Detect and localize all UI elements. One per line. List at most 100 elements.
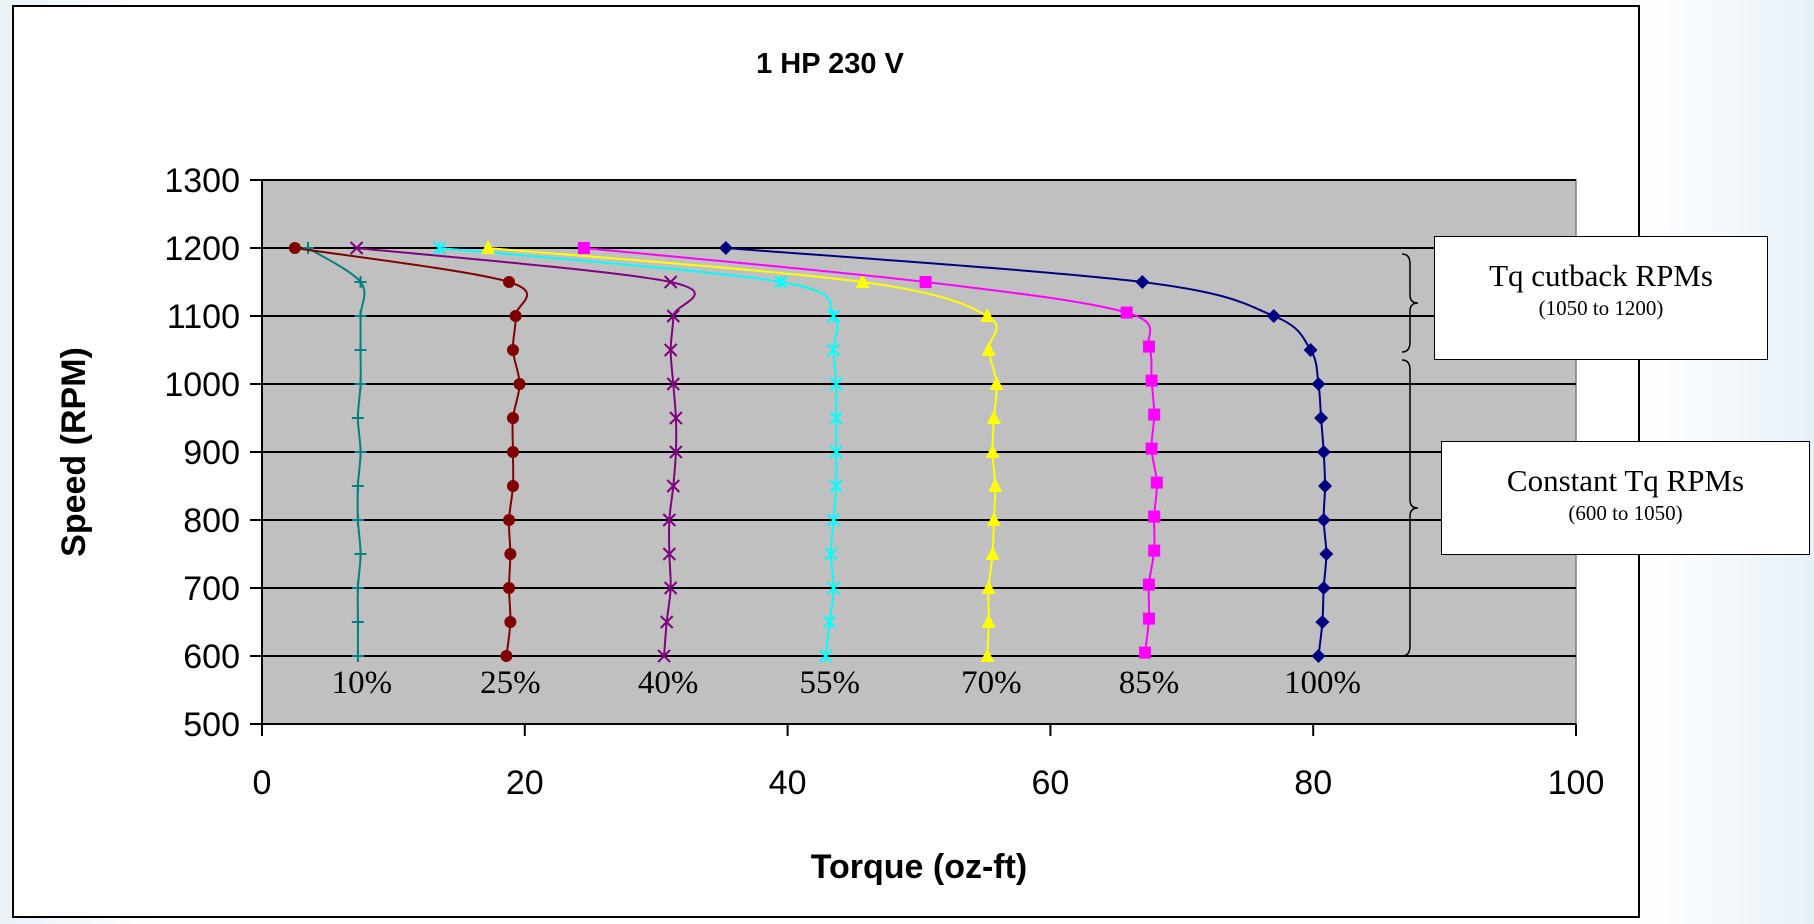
data-point [660,615,674,629]
data-point [669,445,683,459]
y-tick-label: 1300 [164,162,240,200]
braces [1401,253,1419,657]
data-point [829,377,843,391]
data-point [1314,411,1329,425]
data-point [1139,646,1152,659]
callout-cutback-title: Tq cutback RPMs [1489,258,1713,293]
data-point [1120,306,1133,319]
data-point [1142,578,1155,591]
gridlines [262,179,1576,657]
data-point [663,275,678,289]
data-point [826,309,841,323]
data-point [824,547,838,561]
series-line [356,247,696,657]
axes: 500 600 700 800 900 1000 1100 1200 1300 0 20 40 60 80… [164,162,1604,802]
y-axis-label: Speed (RPM) [55,347,93,557]
series-labels: 10% 25% 40% 55% 70% 85% 100% [332,665,1361,701]
data-point [288,242,301,254]
data-point [481,240,496,254]
data-point [1315,615,1330,629]
data-point [1311,649,1326,663]
data-point [354,310,367,322]
x-tick-label: 100 [1548,764,1605,802]
data-point [354,378,367,390]
series-label: 85% [1119,665,1180,701]
data-point [354,548,367,560]
x-tick-label: 20 [506,764,544,802]
y-tick-label: 1100 [167,298,240,336]
data-point [503,276,516,288]
series-label: 25% [480,665,541,701]
data-point [509,310,522,322]
callout-constant: Constant Tq RPMs (600 to 1050) [1441,441,1810,555]
data-point [351,582,364,594]
data-point [1145,374,1158,387]
x-axis-label: Torque (oz-ft) [811,848,1028,886]
x-tick-label: 80 [1294,764,1332,802]
data-point [351,616,364,628]
data-point [829,445,843,459]
data-point [1316,581,1331,595]
data-point [504,548,517,560]
data-point [829,479,843,493]
data-point [1311,377,1326,391]
callout-cutback: Tq cutback RPMs (1050 to 1200) [1434,236,1768,360]
data-point [985,546,1000,560]
y-tick-label: 900 [183,434,240,472]
series-40pct [349,241,696,663]
data-point [1142,340,1155,353]
data-point [354,446,367,458]
data-point [506,480,519,492]
data-point [718,241,733,255]
data-point [985,444,1000,458]
x-tick-label: 40 [769,764,807,802]
series-85pct [577,242,1163,659]
callout-constant-range: (600 to 1050) [1568,501,1683,525]
data-point [980,648,995,662]
data-point [988,478,1003,492]
data-point [822,615,837,629]
data-point [1148,408,1161,421]
data-point [829,411,843,425]
callout-constant-title: Constant Tq RPMs [1506,463,1745,498]
data-point [826,581,841,595]
series-label: 70% [961,665,1022,701]
data-point [1150,476,1163,489]
y-tick-label: 800 [183,502,240,540]
data-point [989,376,1004,390]
data-point [513,378,526,390]
series-55pct [432,241,843,663]
data-point [919,276,932,288]
data-point [662,547,677,561]
x-tick-label: 0 [253,764,272,802]
data-point [981,614,996,628]
data-point [774,275,788,289]
series-layer [288,240,1334,663]
data-point [577,242,590,254]
x-tick-label: 60 [1031,764,1069,802]
data-point [1266,309,1281,323]
y-tick-label: 500 [183,706,240,744]
y-tick-label: 1200 [164,230,240,268]
data-point [1142,612,1155,625]
data-point [351,412,364,424]
y-tick-label: 700 [183,570,240,608]
data-point [506,412,519,424]
data-point [666,377,680,391]
data-point [818,649,833,663]
data-point [666,479,680,493]
series-label: 10% [332,665,393,701]
series-25pct [288,242,529,662]
data-point [351,514,364,526]
data-point [855,274,870,288]
data-point [432,241,447,255]
data-point [1319,547,1334,561]
data-point [504,616,517,628]
data-point [301,242,314,254]
series-10pct [301,242,367,662]
chart-title: 1 HP 230 V [756,48,904,80]
data-point [666,309,680,323]
series-label: 100% [1284,665,1361,701]
data-point [669,411,683,425]
y-tick-label: 600 [183,638,240,676]
